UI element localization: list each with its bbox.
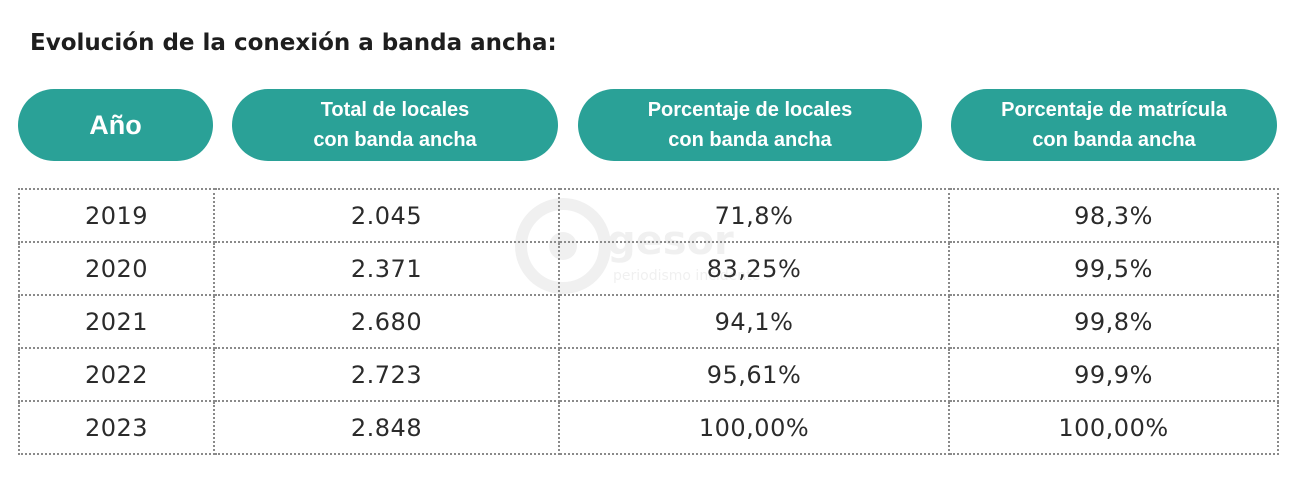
column-header-porcentaje-locales: Porcentaje de locales con banda ancha (578, 89, 922, 161)
cell-porcentaje-matricula: 99,9% (948, 347, 1279, 402)
table-row: 2019 2.045 71,8% 98,3% (18, 188, 1279, 243)
column-header-total-locales: Total de locales con banda ancha (232, 89, 558, 161)
column-headers: Año Total de locales con banda ancha Por… (0, 89, 1300, 161)
cell-porcentaje-locales: 100,00% (558, 400, 950, 455)
cell-porcentaje-locales: 94,1% (558, 294, 950, 349)
cell-total-locales: 2.045 (213, 188, 560, 243)
table-row: 2023 2.848 100,00% 100,00% (18, 400, 1279, 455)
cell-porcentaje-matricula: 98,3% (948, 188, 1279, 243)
cell-porcentaje-locales: 71,8% (558, 188, 950, 243)
table-row: 2021 2.680 94,1% 99,8% (18, 294, 1279, 349)
cell-porcentaje-locales: 83,25% (558, 241, 950, 296)
table-row: 2022 2.723 95,61% 99,9% (18, 347, 1279, 402)
cell-porcentaje-matricula: 100,00% (948, 400, 1279, 455)
cell-porcentaje-locales: 95,61% (558, 347, 950, 402)
table-row: 2020 2.371 83,25% 99,5% (18, 241, 1279, 296)
cell-total-locales: 2.848 (213, 400, 560, 455)
cell-year: 2020 (18, 241, 215, 296)
cell-year: 2022 (18, 347, 215, 402)
data-table: 2019 2.045 71,8% 98,3% 2020 2.371 83,25% 99,5% 2… (18, 188, 1279, 455)
cell-total-locales: 2.680 (213, 294, 560, 349)
cell-porcentaje-matricula: 99,8% (948, 294, 1279, 349)
cell-year: 2019 (18, 188, 215, 243)
cell-year: 2021 (18, 294, 215, 349)
column-header-porcentaje-matricula: Porcentaje de matrícula con banda ancha (951, 89, 1277, 161)
column-header-year: Año (18, 89, 213, 161)
cell-year: 2023 (18, 400, 215, 455)
cell-total-locales: 2.371 (213, 241, 560, 296)
table-body: 2019 2.045 71,8% 98,3% 2020 2.371 83,25% 99,5% 2… (18, 188, 1279, 455)
table-title: Evolución de la conexión a banda ancha: (30, 30, 557, 56)
cell-total-locales: 2.723 (213, 347, 560, 402)
cell-porcentaje-matricula: 99,5% (948, 241, 1279, 296)
